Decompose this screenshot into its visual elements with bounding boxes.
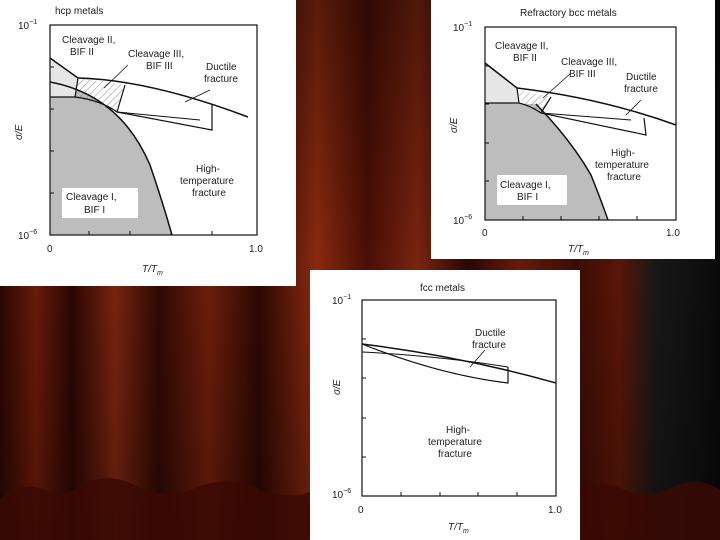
region-label-high-temperature: temperature (180, 176, 234, 187)
cleavage-3-region (517, 90, 551, 113)
x-axis-label: T/Tm (568, 244, 589, 257)
x-axis-min-label: 0 (358, 505, 364, 516)
x-axis-label: T/Tm (448, 522, 469, 535)
region-label-ductile: Ductile (626, 72, 657, 83)
cleavage-2-region (485, 63, 519, 103)
region-label-cleavage-2: Cleavage II, (62, 35, 115, 46)
region-label-ductile: fracture (472, 340, 506, 351)
region-label-high-temperature: High- (611, 148, 635, 159)
region-label-high-temperature: fracture (438, 449, 472, 460)
region-label-high-temperature: fracture (607, 172, 641, 183)
region-label-cleavage-3: Cleavage III, (128, 49, 184, 60)
region-label-high-temperature: High- (446, 425, 470, 436)
x-axis-min-label: 0 (482, 228, 488, 239)
plot-frame (49, 24, 258, 236)
hcp-diagram-panel: hcp metals 10−1 10−6 0 1.0 T/Tm σ/E Clea… (0, 0, 296, 286)
y-axis-bottom-label: 10−6 (332, 488, 351, 501)
region-label-cleavage-1: BIF I (84, 205, 105, 216)
y-axis-top-label: 10−1 (453, 21, 472, 34)
region-label-cleavage-3: Cleavage III, (561, 57, 617, 68)
cleavage-3-region (75, 78, 125, 112)
region-label-cleavage-3: BIF III (569, 69, 596, 80)
x-axis-max-label: 1.0 (666, 228, 680, 239)
region-label-high-temperature: fracture (192, 188, 226, 199)
x-axis-max-label: 1.0 (249, 244, 263, 255)
y-axis-bottom-label: 10−6 (453, 214, 472, 227)
region-label-cleavage-1: BIF I (517, 192, 538, 203)
region-label-cleavage-1: Cleavage I, (500, 180, 551, 191)
region-label-ductile: Ductile (206, 62, 237, 73)
diagram-title: hcp metals (55, 6, 103, 17)
cleavage-2-region (50, 58, 78, 97)
region-label-ductile: fracture (204, 74, 238, 85)
y-axis-top-label: 10−1 (332, 294, 351, 307)
region-label-cleavage-2: BIF II (70, 47, 94, 58)
diagram-title: Refractory bcc metals (520, 8, 617, 19)
region-label-cleavage-1: Cleavage I, (66, 192, 117, 203)
bcc-diagram-panel: Refractory bcc metals 10−1 10−6 0 1.0 T/… (431, 0, 715, 259)
fcc-diagram-panel: fcc metals 10−1 10−6 0 1.0 T/Tm σ/E Duct… (310, 270, 580, 540)
y-axis-top-label: 10−1 (18, 19, 37, 32)
region-label-high-temperature: High- (196, 164, 220, 175)
y-axis-label: σ/E (14, 124, 25, 140)
region-label-high-temperature: temperature (428, 437, 482, 448)
y-axis-label: σ/E (332, 379, 343, 395)
plot-frame (484, 26, 677, 221)
plot-frame (361, 299, 557, 497)
y-axis-bottom-label: 10−6 (18, 229, 37, 242)
region-label-ductile: fracture (624, 84, 658, 95)
region-label-high-temperature: temperature (595, 160, 649, 171)
x-axis-label: T/Tm (142, 264, 163, 277)
diagram-title: fcc metals (420, 283, 465, 294)
y-axis-label: σ/E (449, 117, 460, 133)
region-label-cleavage-2: BIF II (513, 53, 537, 64)
region-label-ductile: Ductile (475, 328, 506, 339)
x-axis-min-label: 0 (47, 244, 53, 255)
region-label-cleavage-3: BIF III (146, 61, 173, 72)
x-axis-max-label: 1.0 (548, 505, 562, 516)
region-label-cleavage-2: Cleavage II, (495, 41, 548, 52)
